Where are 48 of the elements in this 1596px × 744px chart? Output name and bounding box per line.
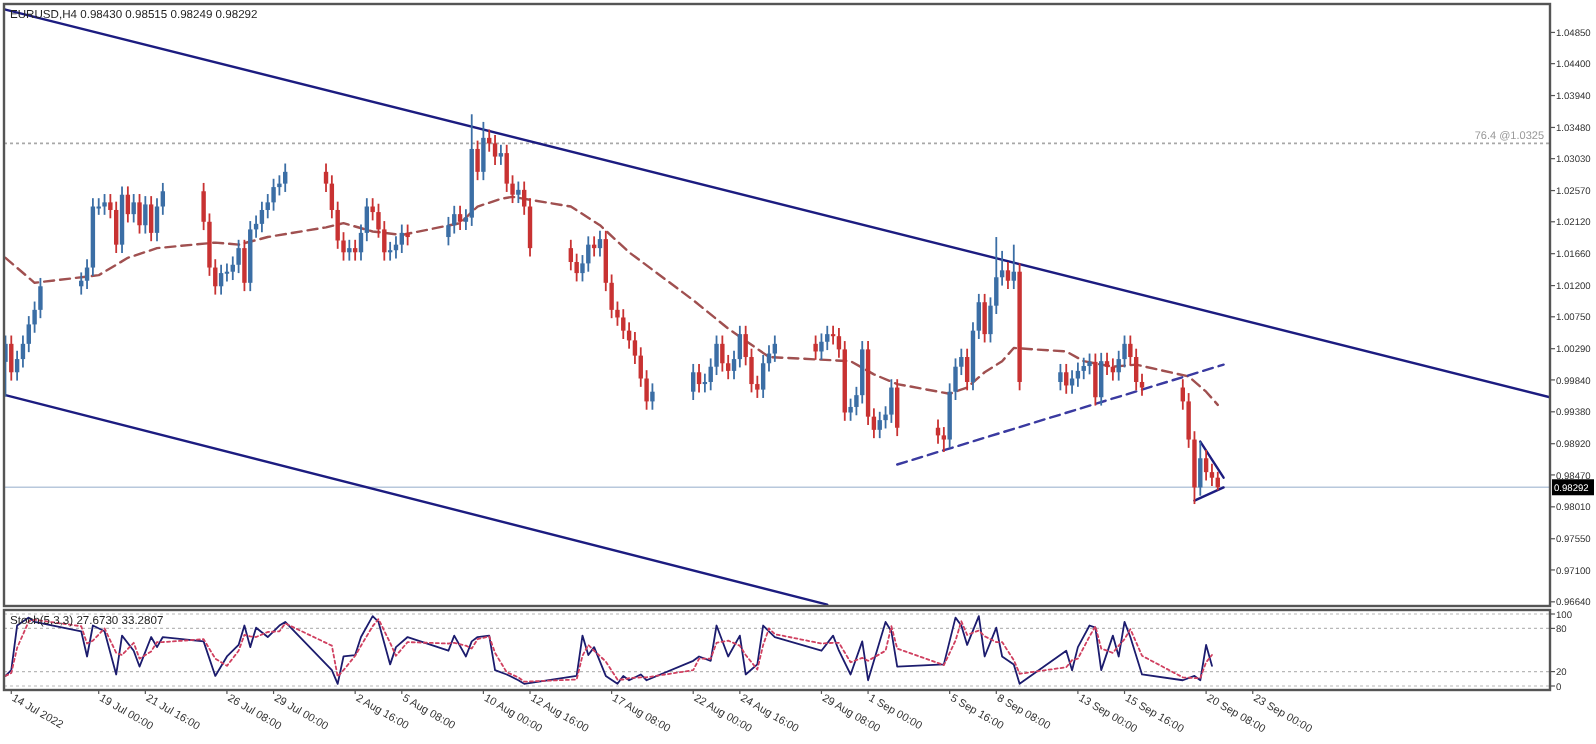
- candlestick: [696, 363, 702, 394]
- candlestick: [457, 204, 463, 231]
- candlestick: [242, 238, 247, 293]
- candlestick: [259, 200, 265, 234]
- candlestick: [516, 180, 521, 204]
- candlestick: [982, 293, 987, 344]
- candlestick: [1203, 449, 1209, 482]
- candlestick: [481, 121, 486, 182]
- candlestick: [1058, 363, 1063, 392]
- candlestick: [347, 238, 352, 262]
- candlestick: [813, 334, 818, 361]
- candlestick: [650, 382, 655, 411]
- candlestick: [236, 238, 241, 274]
- candlestick: [889, 378, 894, 424]
- candlestick: [1005, 261, 1011, 290]
- candlestick: [148, 195, 154, 243]
- candlestick: [941, 426, 947, 453]
- candlestick: [475, 139, 480, 182]
- candlestick: [877, 410, 882, 440]
- candlestick: [143, 195, 148, 235]
- candlestick: [283, 162, 288, 193]
- candlestick: [271, 177, 276, 212]
- candlestick: [1099, 351, 1104, 407]
- candlestick: [1075, 361, 1081, 388]
- candlestick: [1064, 363, 1069, 395]
- candlestick: [399, 223, 404, 254]
- candlestick: [1093, 352, 1098, 407]
- candlestick: [720, 334, 725, 373]
- candlestick: [1087, 352, 1092, 376]
- candlestick: [597, 229, 603, 258]
- candlestick: [895, 378, 900, 437]
- candlestick: [9, 334, 14, 382]
- candlestick: [691, 363, 696, 401]
- candlestick: [492, 134, 498, 166]
- candlestick: [1104, 351, 1110, 376]
- candlestick: [964, 347, 970, 392]
- candlestick: [102, 193, 107, 216]
- candlestick: [819, 332, 824, 361]
- candlestick: [1198, 440, 1203, 497]
- candlestick: [586, 235, 591, 273]
- candlestick: [218, 263, 224, 296]
- candlestick: [114, 200, 119, 254]
- candlestick: [1081, 356, 1086, 381]
- candlestick: [405, 223, 410, 247]
- candlestick: [137, 193, 142, 235]
- candlestick: [131, 193, 136, 224]
- candlestick: [498, 143, 504, 166]
- candlestick: [1011, 243, 1016, 290]
